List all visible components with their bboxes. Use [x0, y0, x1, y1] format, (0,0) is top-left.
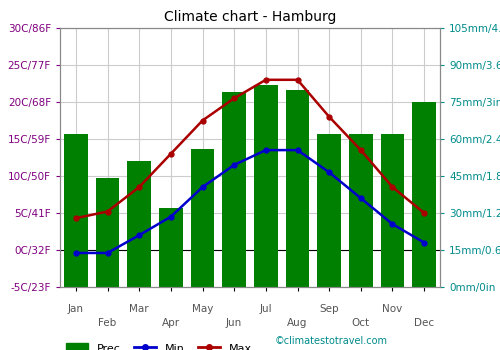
- Title: Climate chart - Hamburg: Climate chart - Hamburg: [164, 10, 336, 24]
- Text: Dec: Dec: [414, 317, 434, 328]
- Text: Jan: Jan: [68, 304, 84, 314]
- Bar: [64, 134, 88, 287]
- Text: Nov: Nov: [382, 304, 402, 314]
- Bar: [349, 134, 372, 287]
- Text: Apr: Apr: [162, 317, 180, 328]
- Text: Aug: Aug: [288, 317, 308, 328]
- Text: Jul: Jul: [260, 304, 272, 314]
- Legend: Prec, Min, Max: Prec, Min, Max: [66, 343, 252, 350]
- Bar: [222, 92, 246, 287]
- Text: Feb: Feb: [98, 317, 116, 328]
- Bar: [190, 149, 214, 287]
- Text: ©climatestotravel.com: ©climatestotravel.com: [275, 336, 388, 346]
- Text: Mar: Mar: [130, 304, 149, 314]
- Bar: [380, 134, 404, 287]
- Bar: [318, 134, 341, 287]
- Bar: [128, 161, 151, 287]
- Bar: [286, 90, 310, 287]
- Bar: [159, 208, 182, 287]
- Text: May: May: [192, 304, 213, 314]
- Bar: [412, 102, 436, 287]
- Bar: [254, 85, 278, 287]
- Text: Sep: Sep: [320, 304, 339, 314]
- Text: Oct: Oct: [352, 317, 370, 328]
- Text: Jun: Jun: [226, 317, 242, 328]
- Bar: [96, 178, 120, 287]
